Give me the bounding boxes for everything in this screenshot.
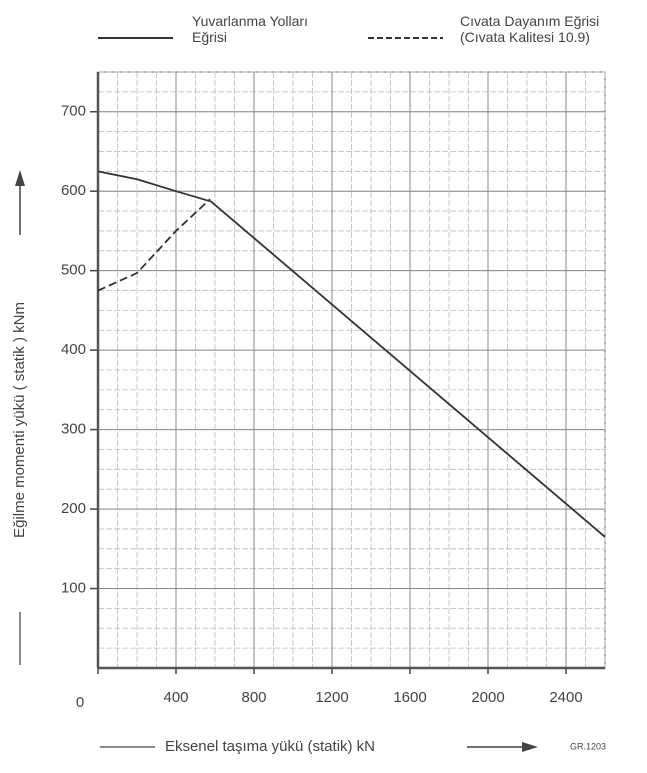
y-tick-label: 200 bbox=[61, 500, 86, 517]
y-tick-label: 500 bbox=[61, 262, 86, 279]
legend-label: Yuvarlanma Yolları Eğrisi bbox=[192, 13, 308, 45]
x-tick-label: 0 bbox=[76, 694, 84, 711]
x-axis-label: Eksenel taşıma yükü (statik) kN bbox=[165, 738, 375, 755]
y-tick-label: 700 bbox=[61, 103, 86, 120]
figure-note: GR.1203 bbox=[570, 741, 606, 751]
y-arrow-head bbox=[15, 170, 25, 186]
y-tick-label: 600 bbox=[61, 182, 86, 199]
legend-label: Cıvata Dayanım Eğrisi (Cıvata Kalitesi 1… bbox=[460, 13, 600, 45]
x-tick-label: 800 bbox=[241, 689, 266, 706]
y-axis-label: Eğilme momenti yükü ( statik ) kNm bbox=[11, 302, 28, 538]
series-line bbox=[97, 170, 606, 538]
series-line bbox=[97, 198, 211, 292]
x-tick-label: 1200 bbox=[315, 689, 348, 706]
x-tick-label: 400 bbox=[163, 689, 188, 706]
y-tick-label: 400 bbox=[61, 341, 86, 358]
x-tick-label: 2000 bbox=[471, 689, 504, 706]
x-tick-label: 2400 bbox=[549, 689, 582, 706]
x-arrow-head bbox=[522, 742, 538, 752]
y-tick-label: 300 bbox=[61, 421, 86, 438]
x-tick-label: 1600 bbox=[393, 689, 426, 706]
y-tick-label: 100 bbox=[61, 580, 86, 597]
